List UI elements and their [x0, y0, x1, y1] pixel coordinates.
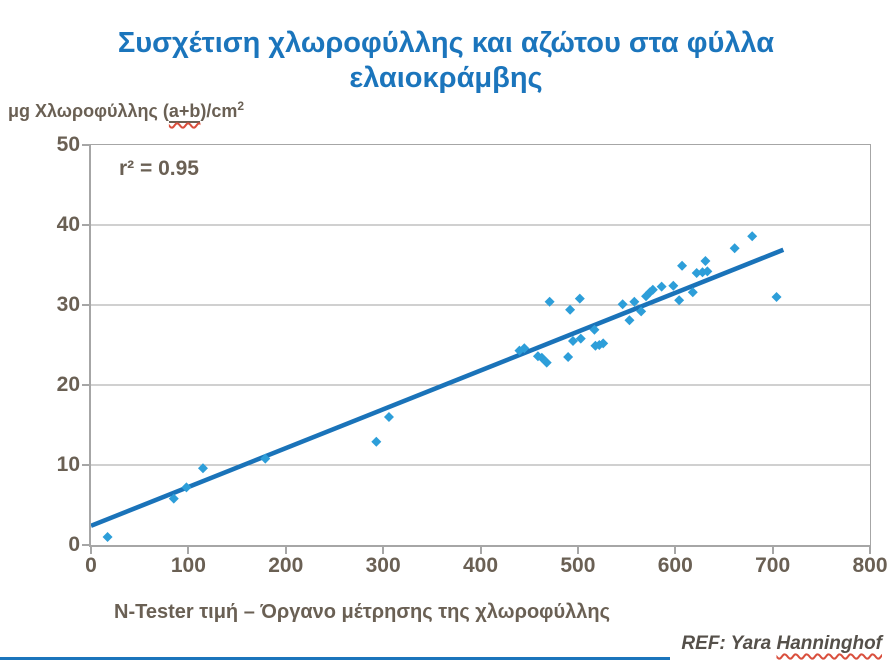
- reference-name: Hanninghof: [776, 633, 882, 654]
- data-point: [629, 296, 640, 307]
- plot-area: r² = 0.95: [89, 143, 871, 547]
- x-tick-label: 800: [852, 554, 888, 577]
- data-point: [544, 296, 555, 307]
- data-point: [702, 265, 713, 276]
- y-tick-label: 20: [56, 373, 80, 396]
- y-axis-unit-suffix: )/cm: [200, 101, 238, 121]
- y-tick-label: 0: [68, 533, 80, 556]
- data-point: [700, 255, 711, 266]
- chart-title-line2: ελαιοκράμβης: [349, 62, 543, 94]
- y-tick-label: 50: [56, 133, 80, 156]
- x-tick-mark: [90, 547, 92, 554]
- y-tick-label: 40: [56, 213, 80, 236]
- data-point: [677, 260, 688, 271]
- y-tick-label: 30: [56, 293, 80, 316]
- data-point: [197, 462, 208, 473]
- x-tick-label: 400: [462, 554, 499, 577]
- bottom-border-line: [0, 657, 670, 660]
- y-tick-mark: [82, 144, 89, 146]
- x-tick-label: 200: [268, 554, 304, 577]
- x-tick-mark: [869, 547, 871, 554]
- x-tick-label: 700: [755, 554, 791, 577]
- x-tick-label: 0: [85, 554, 97, 577]
- data-point: [771, 291, 782, 302]
- x-tick-mark: [576, 547, 579, 554]
- scatter-plot: [91, 223, 870, 542]
- y-axis-unit-prefix: μg Χλωροφύλλης (: [8, 101, 169, 121]
- data-point: [598, 337, 609, 348]
- data-point: [371, 436, 382, 447]
- data-point: [168, 493, 179, 504]
- data-point: [568, 335, 579, 346]
- y-tick-label: 10: [56, 453, 80, 476]
- data-point: [519, 342, 530, 353]
- x-tick-label: 300: [365, 554, 401, 577]
- data-point: [747, 230, 758, 241]
- x-tick-label: 600: [657, 554, 693, 577]
- x-tick-mark: [284, 547, 287, 554]
- data-point: [565, 304, 576, 315]
- data-point: [532, 350, 543, 361]
- data-point: [624, 314, 635, 325]
- data-point: [563, 351, 574, 362]
- data-point: [691, 267, 702, 278]
- y-tick-mark: [82, 304, 89, 306]
- r-squared-annotation: r² = 0.95: [119, 156, 199, 180]
- data-point: [102, 531, 113, 542]
- data-point: [181, 481, 192, 492]
- x-tick-mark: [771, 547, 774, 554]
- x-tick-mark: [479, 547, 482, 554]
- trend-line: [91, 247, 785, 528]
- data-point: [617, 298, 628, 309]
- chart-title-line1: Συσχέτιση χλωροφύλλης και αζώτου στα φύλ…: [117, 27, 775, 59]
- y-axis-unit-underlined: a+b: [168, 101, 201, 123]
- y-axis-unit-superscript: 2: [237, 99, 245, 113]
- data-point: [674, 294, 685, 305]
- data-point: [541, 357, 552, 368]
- data-point: [636, 305, 647, 316]
- y-axis-unit-label: μg Χλωροφύλλης (a+b)/cm2: [8, 99, 245, 123]
- data-point: [589, 324, 600, 335]
- data-point: [383, 411, 394, 422]
- x-tick-label: 500: [560, 554, 596, 577]
- data-point: [668, 280, 679, 291]
- y-tick-mark: [82, 464, 89, 466]
- x-axis-title: N-Tester τιμή – Όργανο μέτρησης της χλωρ…: [114, 601, 610, 623]
- x-tick-mark: [382, 547, 385, 554]
- x-tick-mark: [674, 547, 677, 554]
- y-tick-mark: [82, 544, 89, 546]
- reference-text: REF: Yara Hanninghof: [681, 633, 882, 655]
- data-point: [729, 242, 740, 253]
- data-point: [687, 286, 698, 297]
- data-point: [575, 333, 586, 344]
- x-tick-mark: [187, 547, 190, 554]
- x-tick-label: 100: [170, 554, 206, 577]
- data-point: [647, 284, 658, 295]
- reference-prefix: REF: Yara: [681, 633, 772, 654]
- data-point: [656, 281, 667, 292]
- chart-title: Συσχέτιση χλωροφύλλης και αζώτου στα φύλ…: [0, 26, 892, 96]
- y-tick-mark: [82, 384, 89, 386]
- data-point: [260, 453, 271, 464]
- data-point: [574, 293, 585, 304]
- y-tick-mark: [82, 224, 89, 226]
